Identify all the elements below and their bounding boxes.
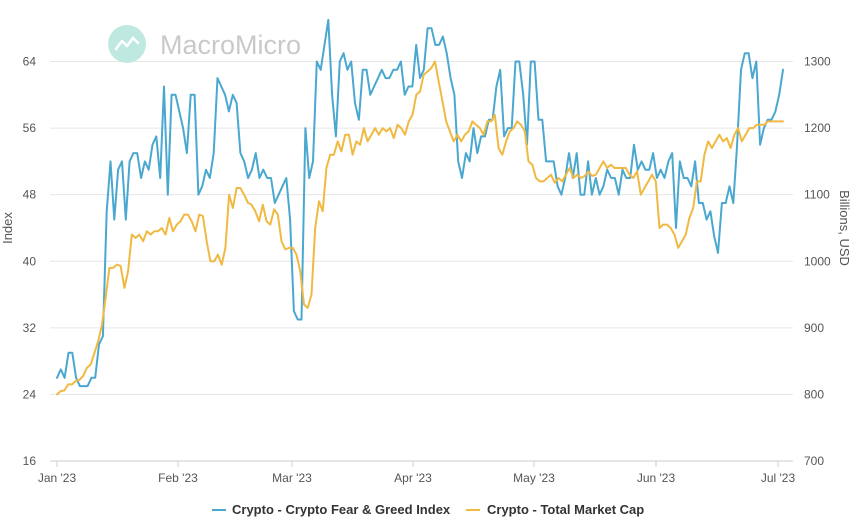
- x-tick-label: May '23: [513, 471, 555, 485]
- y-left-tick-label: 48: [23, 188, 37, 202]
- brand-icon-trend-line: [114, 36, 140, 51]
- y-right-tick-label: 1200: [804, 121, 831, 135]
- y-axis-right-label: Billions, USD: [837, 190, 852, 266]
- y-left-tick-label: 24: [23, 387, 37, 401]
- axes: 16 24 32 40 48 56 64 700 800 900 1000 1100 1200 1300 J…: [23, 55, 831, 486]
- legend-item-fear-greed[interactable]: Crypto - Crypto Fear & Greed Index: [212, 502, 451, 517]
- legend-item-market-cap[interactable]: Crypto - Total Market Cap: [466, 502, 644, 517]
- x-tick-label: Jun '23: [637, 471, 676, 485]
- y-right-tick-label: 1300: [804, 55, 831, 69]
- y-left-tick-label: 64: [23, 55, 37, 69]
- y-left-tick-label: 56: [23, 121, 37, 135]
- y-right-tick-label: 800: [804, 387, 824, 401]
- legend-label-market-cap: Crypto - Total Market Cap: [487, 502, 644, 517]
- series-lines: [56, 18, 784, 396]
- y-right-tick-label: 900: [804, 321, 824, 335]
- brand-name: MacroMicro: [160, 30, 301, 60]
- brand-watermark: MacroMicro: [108, 25, 301, 63]
- x-tick-label: Jan '23: [38, 471, 77, 485]
- y-axis-left-label: Index: [0, 212, 15, 244]
- x-tick-label: Jul '23: [761, 471, 796, 485]
- y-left-tick-label: 40: [23, 254, 37, 268]
- series-line-market-cap[interactable]: [56, 60, 784, 396]
- y-right-tick-label: 1100: [804, 188, 830, 202]
- legend[interactable]: Crypto - Crypto Fear & Greed Index Crypt…: [212, 502, 644, 517]
- y-right-tick-label: 700: [804, 454, 824, 468]
- x-tick-label: Feb '23: [158, 471, 198, 485]
- series-line-fear-greed[interactable]: [56, 18, 784, 388]
- y-left-tick-label: 32: [23, 321, 37, 335]
- y-left-tick-label: 16: [23, 454, 37, 468]
- y-right-tick-label: 1000: [804, 254, 831, 268]
- x-tick-label: Mar '23: [272, 471, 312, 485]
- gridlines: [50, 61, 793, 462]
- legend-label-fear-greed: Crypto - Crypto Fear & Greed Index: [232, 502, 451, 517]
- x-tick-label: Apr '23: [394, 471, 432, 485]
